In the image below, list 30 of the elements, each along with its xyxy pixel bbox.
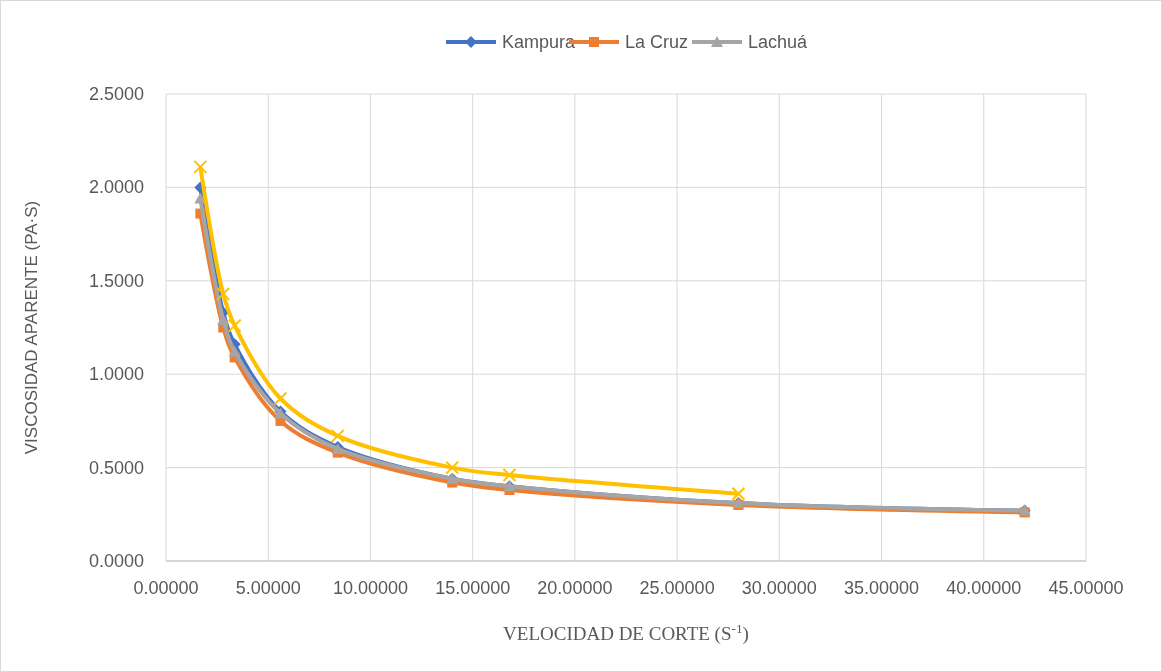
x-tick-label: 30.00000: [741, 578, 817, 598]
y-tick-label: 1.5000: [88, 270, 144, 291]
x-tick-label: 5.00000: [235, 578, 301, 598]
point: [445, 460, 460, 475]
x-tick-label: 40.00000: [946, 578, 1022, 598]
x-tick-label: 35.00000: [844, 578, 920, 598]
point: [217, 314, 230, 326]
y-tick-label: 0.0000: [88, 551, 144, 571]
x-tick-label: 0.00000: [133, 578, 199, 598]
x-axis-title: VELOCIDAD DE CORTE (S$^{-1}$): [503, 620, 749, 645]
y-tick-label: 1.0000: [88, 364, 144, 385]
x-tick-label: 25.00000: [639, 578, 715, 598]
x-tick-label: 20.00000: [537, 578, 613, 598]
point: [330, 428, 345, 443]
point: [502, 468, 517, 483]
legend-label: La Cruz: [625, 32, 689, 52]
y-axis-title: VISCOSIDAD APARENTE (PA·S): [22, 200, 41, 455]
point: [227, 318, 242, 333]
point: [216, 286, 231, 301]
x-tick-label: 45.00000: [1048, 578, 1124, 598]
point: [193, 159, 208, 174]
legend-label: Kampura: [502, 32, 577, 52]
y-tick-label: 2.5000: [88, 84, 144, 104]
x-tick-label: 10.00000: [332, 578, 408, 598]
y-tick-label: 2.0000: [88, 177, 144, 198]
legend-label: Lachuá: [748, 32, 809, 52]
point: [731, 486, 746, 501]
y-tick-label: 0.5000: [88, 457, 144, 478]
point: [228, 345, 241, 357]
x-tick-label: 15.00000: [435, 578, 511, 598]
